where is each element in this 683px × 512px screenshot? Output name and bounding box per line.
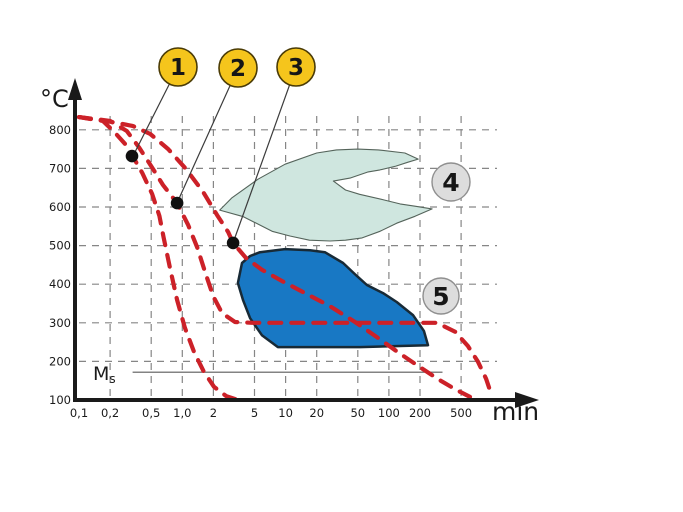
y-tick-100: 100 [49,393,71,407]
region-5 [236,247,430,349]
badge-2: 2 [218,48,258,88]
badge-3: 3 [276,47,316,87]
x-tick-20: 20 [309,406,324,420]
y-axis-unit-label: °C [40,85,69,113]
x-tick-50: 50 [350,406,365,420]
x-tick-100: 100 [378,406,400,420]
badge-1: 1 [158,47,198,87]
x-tick-200: 200 [409,406,431,420]
y-tick-400: 400 [49,277,71,291]
y-tick-800: 800 [49,123,71,137]
badge-5-circle [422,277,460,315]
cooling-curve-1 [76,114,241,403]
x-axis-tick-labels: 0,1 0,2 0,5 1,0 2 5 10 20 50 100 200 500 [70,406,472,420]
leader-line-2 [176,67,239,204]
cooling-curves [76,114,495,403]
ms-label: Ms [93,363,116,386]
x-axis-unit-label: min [492,397,539,426]
badge-4: 4 [431,162,471,202]
x-tick-500: 500 [450,406,472,420]
badge-1-number: 1 [170,55,186,81]
badge-3-number: 3 [288,55,304,81]
axes [68,78,539,408]
x-tick-2: 2 [210,406,217,420]
y-tick-200: 200 [49,354,71,368]
curve-dot-3 [226,236,240,250]
badge-3-circle [276,47,316,87]
badge-1-circle [158,47,198,87]
cooling-curve-3 [76,114,473,399]
y-tick-700: 700 [49,161,71,175]
region-4 [219,148,433,242]
y-axis-arrow [68,78,82,100]
badge-4-circle [431,162,471,202]
curve-dot-1 [125,149,139,163]
y-axis-tick-labels: 100 200 300 400 500 600 700 800 [49,123,71,407]
curve-marker-dots [125,149,240,250]
x-axis-arrow [515,392,539,408]
y-tick-300: 300 [49,316,71,330]
x-tick-0,5: 0,5 [142,406,160,420]
cooling-curve-2-isothermal-300 [76,114,495,399]
x-tick-0,1: 0,1 [70,406,88,420]
badge-5-number: 5 [432,282,449,311]
badge-5: 5 [422,277,460,315]
leader-line-3 [232,66,297,244]
x-tick-1,0: 1,0 [173,406,191,420]
y-tick-600: 600 [49,200,71,214]
x-tick-5: 5 [251,406,258,420]
badge-2-circle [218,48,258,88]
x-tick-0,2: 0,2 [101,406,119,420]
badge-4-number: 4 [442,168,459,197]
curve-dot-2 [170,196,184,210]
x-tick-10: 10 [278,406,293,420]
y-tick-500: 500 [49,239,71,253]
transformation-regions [219,148,433,349]
badge-2-number: 2 [230,56,246,82]
